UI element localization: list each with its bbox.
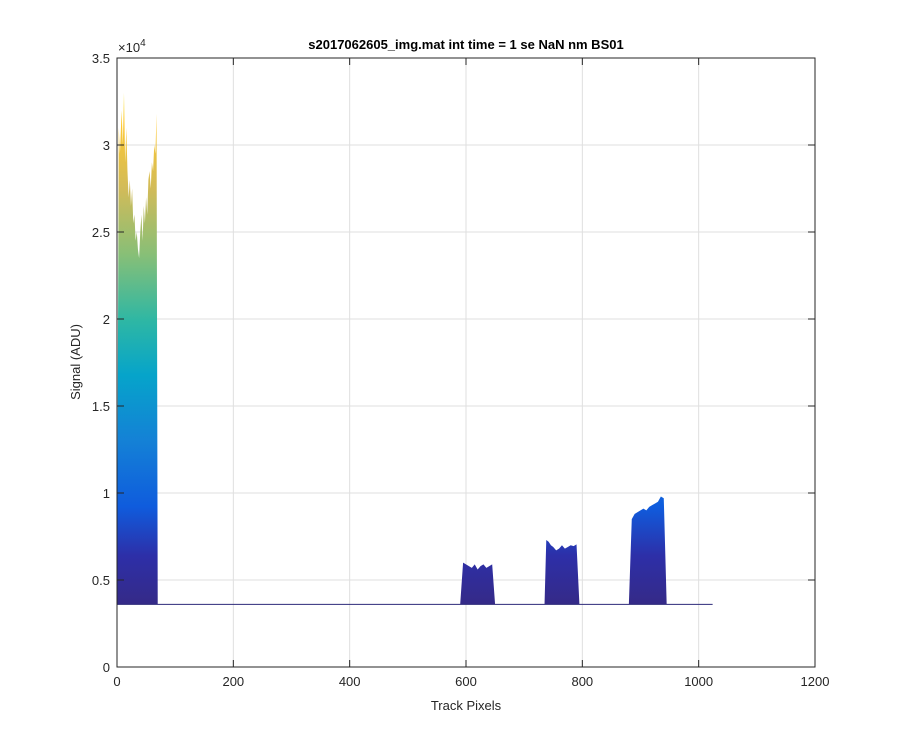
ticks: 0 200 400 600 800 1000 1200 0 0.5 1 1.5 2 2.5 3 3.5 [92, 51, 830, 689]
x-tick-label: 600 [455, 674, 477, 689]
x-tick-label: 1200 [801, 674, 830, 689]
y-tick-label: 1 [103, 486, 110, 501]
y-tick-label: 2 [103, 312, 110, 327]
x-tick-label: 800 [571, 674, 593, 689]
y-tick-label: 1.5 [92, 399, 110, 414]
y-tick-label: 3 [103, 138, 110, 153]
signal-area [117, 92, 713, 605]
x-tick-label: 0 [113, 674, 120, 689]
x-tick-label: 1000 [684, 674, 713, 689]
y-tick-label: 3.5 [92, 51, 110, 66]
y-axis-label: Signal (ADU) [68, 324, 83, 400]
x-tick-label: 200 [222, 674, 244, 689]
x-tick-label: 400 [339, 674, 361, 689]
y-exponent-power: 4 [140, 38, 146, 49]
y-exponent-base: ×10 [118, 40, 140, 55]
y-tick-label: 0 [103, 660, 110, 675]
chart-title: s2017062605_img.mat int time = 1 se NaN … [308, 37, 623, 52]
y-tick-label: 2.5 [92, 225, 110, 240]
y-tick-label: 0.5 [92, 573, 110, 588]
x-axis-label: Track Pixels [431, 698, 502, 713]
grid [117, 58, 815, 667]
y-exponent-label: ×104 [118, 38, 146, 55]
